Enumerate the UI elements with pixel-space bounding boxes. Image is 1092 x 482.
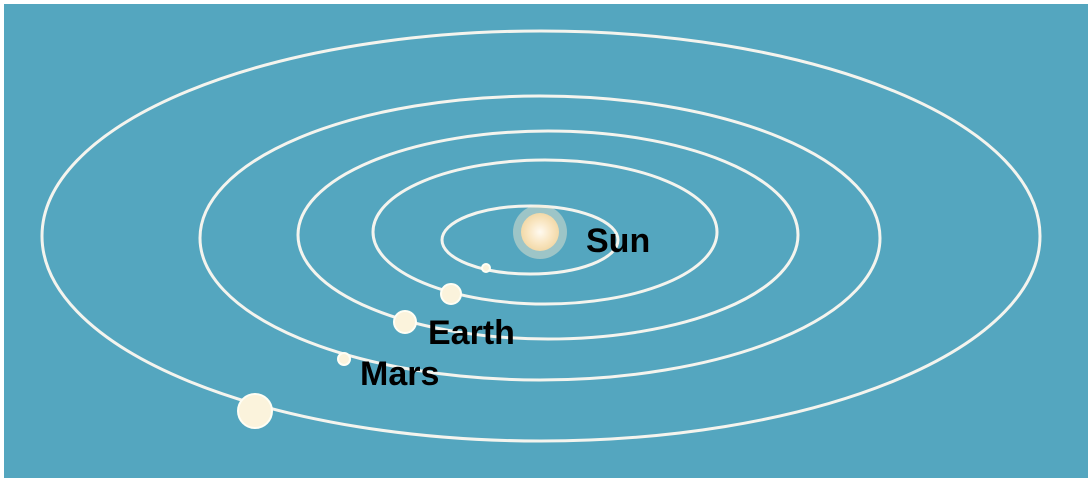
- planet: [238, 394, 272, 428]
- sun: [513, 205, 567, 259]
- sun-disc: [521, 213, 559, 251]
- sun-label: Sun: [586, 222, 650, 260]
- earth-label: Earth: [428, 314, 515, 352]
- planet: [441, 284, 461, 304]
- page: Sun Earth Mars (() => { const data = JSO…: [0, 0, 1092, 482]
- planet: [482, 264, 490, 272]
- planet: [394, 311, 416, 333]
- solar-system-diagram: Sun Earth Mars: [0, 0, 1092, 482]
- planet: [338, 353, 350, 365]
- mars-label: Mars: [360, 355, 439, 393]
